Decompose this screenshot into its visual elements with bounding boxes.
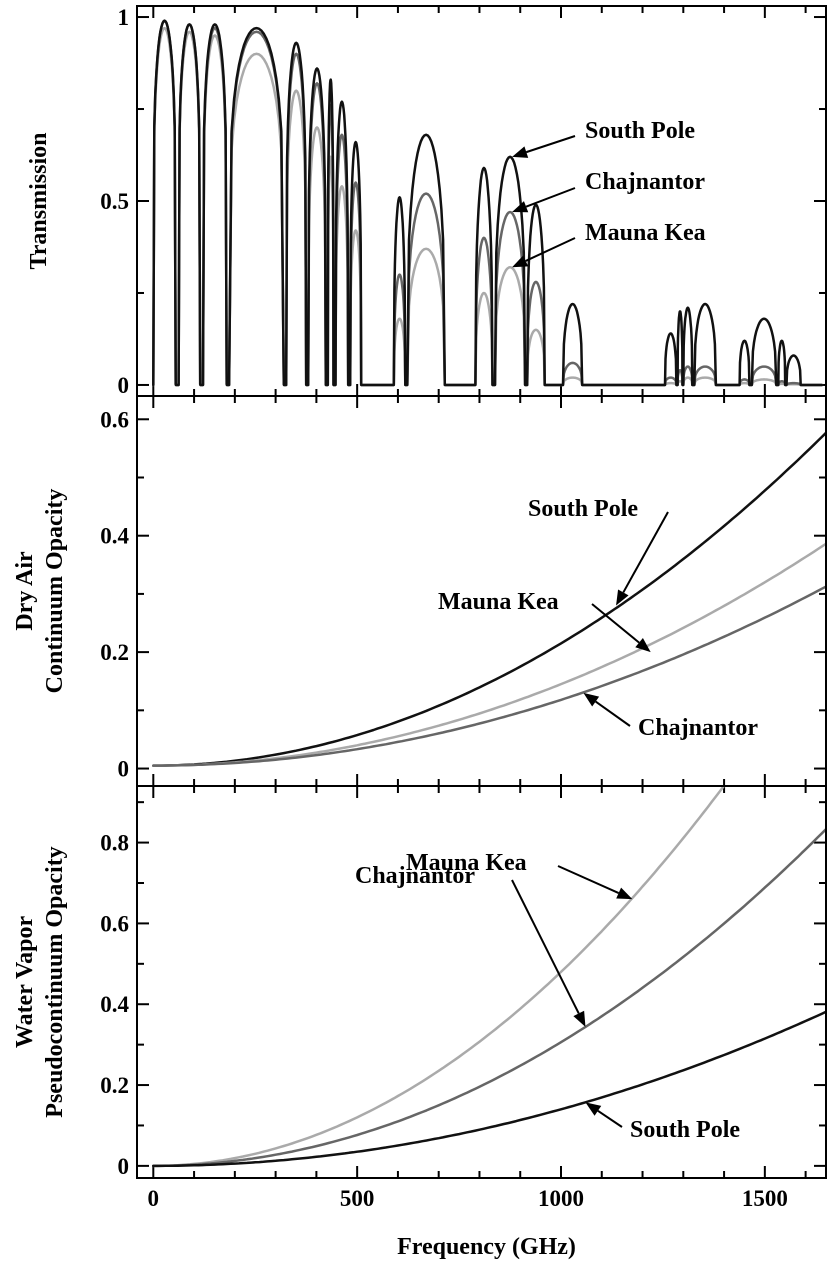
plot-area <box>152 19 824 387</box>
annotation-label: Chajnantor <box>585 169 705 195</box>
series-chajnantor-line <box>152 828 825 1168</box>
panel-bottom: 0 500 1000 1500 0 0.2 0.4 0.6 0.8 Water Vapor Pseu… <box>12 785 827 1260</box>
annotation-label: Chajnantor <box>355 863 475 889</box>
annotation-arrow <box>511 879 586 1027</box>
series-mauna-kea-line <box>152 787 725 1168</box>
y-axis-label: Pseudocontinuum Opacity <box>42 846 68 1117</box>
y-axis-label: Transmission <box>26 133 52 270</box>
plot-area <box>152 432 825 767</box>
y-tick-label: 0.2 <box>100 640 129 665</box>
annotation-arrow <box>512 187 576 213</box>
annotation-label: South Pole <box>630 1117 740 1143</box>
y-axis-label: Water Vapor <box>12 916 38 1049</box>
series-south-pole-line <box>152 1010 825 1168</box>
y-tick-label: 0.4 <box>100 992 129 1017</box>
series-chajnantor-line <box>152 585 825 767</box>
annotation-south-pole: South Pole <box>585 118 695 144</box>
y-tick-label: 0.6 <box>100 407 129 432</box>
y-tick-label: 0.8 <box>100 831 129 856</box>
x-tick-label: 1500 <box>742 1186 788 1211</box>
annotation-mauna-kea: Mauna Kea <box>438 589 559 615</box>
annotation-south-pole: South Pole <box>528 496 638 522</box>
y-tick-label: 0.4 <box>100 524 129 549</box>
annotation-arrow <box>616 511 669 606</box>
series-south-pole-line <box>152 19 824 387</box>
annotation-south-pole: South Pole <box>630 1117 740 1143</box>
annotation-chajnantor: Chajnantor <box>585 169 705 195</box>
annotation-arrow <box>583 692 631 727</box>
annotation-label: South Pole <box>585 118 695 144</box>
annotation-arrow <box>591 603 651 653</box>
annotation-chajnantor: Chajnantor <box>638 715 758 741</box>
y-tick-label: 0.6 <box>100 911 129 936</box>
annotation-label: Chajnantor <box>638 715 758 741</box>
x-tick-label: 500 <box>340 1186 375 1211</box>
annotation-arrow <box>585 1102 623 1128</box>
y-tick-label: 1 <box>118 5 130 30</box>
x-axis-label: Frequency (GHz) <box>397 1234 576 1260</box>
plot-area <box>152 787 825 1168</box>
panel-frame <box>136 785 827 1179</box>
panel-middle: 0 0.2 0.4 0.6 Dry Air Continuum Opacity South … <box>12 395 827 787</box>
panel-top: 0 0.5 1 Transmission South Pole Chajnantor Mau… <box>26 5 827 398</box>
annotation-mauna-kea: Mauna Kea <box>406 850 527 876</box>
annotation-arrow <box>557 865 633 900</box>
annotation-label: South Pole <box>528 496 638 522</box>
y-axis-label: Continuum Opacity <box>42 489 68 694</box>
annotation-chajnantor: Chajnantor <box>355 863 475 889</box>
annotation-arrow <box>512 237 576 268</box>
y-tick-label: 0.5 <box>100 189 129 214</box>
annotation-label: Mauna Kea <box>438 589 559 615</box>
x-tick-label: 1000 <box>538 1186 584 1211</box>
y-tick-label: 0.2 <box>100 1073 129 1098</box>
series-chajnantor-line <box>152 19 824 387</box>
series-south-pole-line <box>152 432 825 767</box>
annotation-mauna-kea: Mauna Kea <box>585 220 706 246</box>
x-tick-label: 0 <box>148 1186 160 1211</box>
y-axis-label: Dry Air <box>12 551 38 631</box>
y-tick-label: 0 <box>118 1154 130 1179</box>
y-tick-label: 0 <box>118 757 130 782</box>
y-tick-label: 0 <box>118 373 130 398</box>
annotation-label: Mauna Kea <box>406 850 527 876</box>
annotation-arrow <box>512 135 576 158</box>
annotation-label: Mauna Kea <box>585 220 706 246</box>
series-mauna-kea-line <box>152 26 824 387</box>
